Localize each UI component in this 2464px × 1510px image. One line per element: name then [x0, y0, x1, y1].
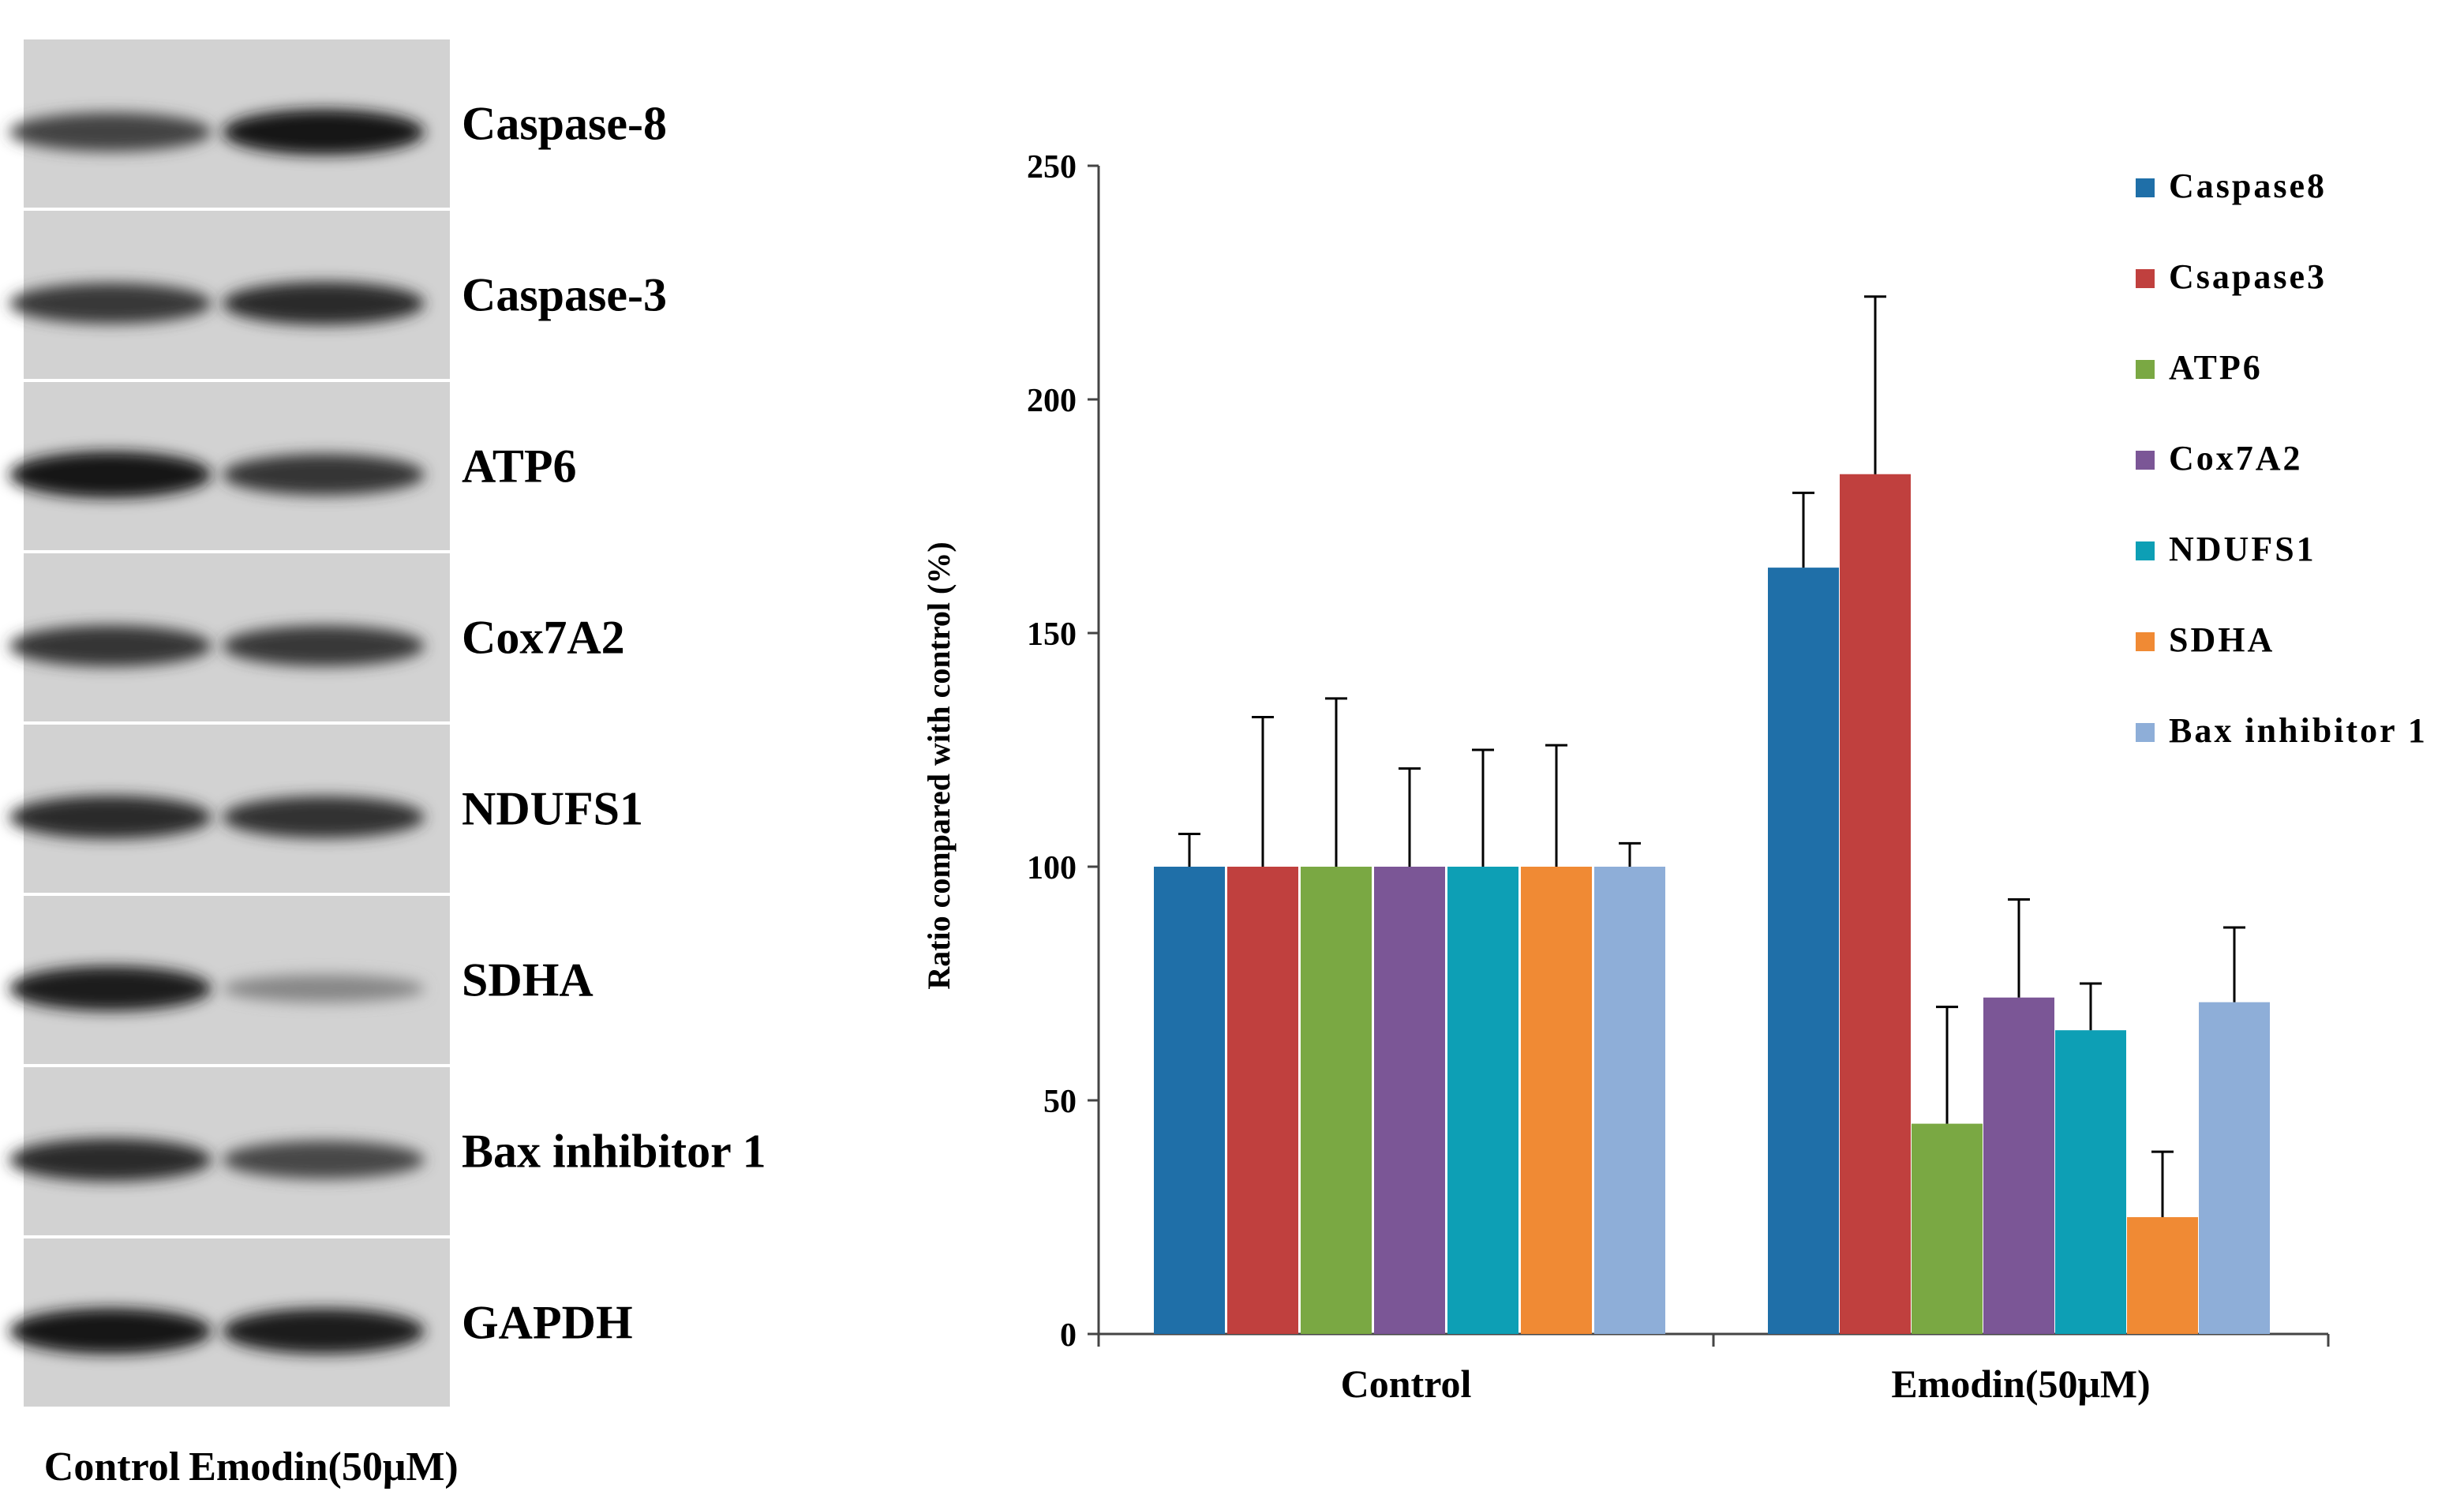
band-6-lane-1	[223, 1141, 425, 1179]
legend-label-2: ATP6	[2169, 348, 2263, 387]
band-7-lane-1	[223, 1308, 425, 1355]
bar-sdha-0	[1521, 867, 1592, 1334]
legend-label-6: Bax inhibitor 1	[2169, 711, 2428, 750]
protein-label-2: ATP6	[462, 440, 577, 493]
bar-csapase3-1	[1840, 474, 1911, 1334]
protein-label-4: NDUFS1	[462, 783, 643, 835]
band-4-lane-1	[223, 796, 425, 838]
bar-ndufs1-1	[2055, 1030, 2126, 1334]
legend-swatch-2	[2136, 360, 2155, 379]
protein-label-0: Caspase-8	[462, 98, 667, 150]
legend-label-4: NDUFS1	[2169, 530, 2316, 568]
legend-swatch-4	[2136, 541, 2155, 560]
bar-cox7a2-0	[1374, 867, 1445, 1334]
band-6-lane-0	[9, 1138, 212, 1182]
bar-bax-inhibitor-1-0	[1594, 867, 1665, 1334]
band-4-lane-0	[9, 796, 212, 839]
legend-label-3: Cox7A2	[2169, 439, 2303, 478]
y-tick-label-0: 0	[1060, 1317, 1077, 1354]
legend-swatch-0	[2136, 178, 2155, 197]
band-2-lane-0	[9, 451, 212, 498]
legend-swatch-5	[2136, 632, 2155, 651]
y-tick-label-1: 50	[1043, 1084, 1077, 1120]
band-3-lane-1	[223, 625, 425, 667]
band-0-lane-1	[223, 109, 425, 155]
band-1-lane-1	[223, 282, 425, 325]
protein-label-6: Bax inhibitor 1	[462, 1126, 766, 1178]
band-7-lane-0	[9, 1308, 212, 1355]
bar-caspase8-0	[1154, 867, 1225, 1334]
legend-label-5: SDHA	[2169, 620, 2275, 659]
lane-label-1: Emodin(50μM)	[189, 1444, 458, 1489]
bar-caspase8-1	[1768, 568, 1839, 1334]
band-2-lane-1	[223, 454, 425, 496]
legend-label-1: Csapase3	[2169, 257, 2327, 296]
y-tick-label-2: 100	[1027, 850, 1077, 886]
category-label-1: Emodin(50μM)	[1891, 1362, 2150, 1406]
lane-label-0: Control	[44, 1444, 180, 1489]
bar-atp6-0	[1301, 867, 1372, 1334]
band-1-lane-0	[9, 283, 212, 324]
y-axis-label: Ratio compared with control (%)	[921, 541, 957, 989]
protein-label-1: Caspase-3	[462, 269, 667, 321]
band-5-lane-0	[9, 965, 212, 1011]
band-5-lane-1	[223, 974, 425, 1002]
bar-cox7a2-1	[1983, 997, 2054, 1334]
band-0-lane-0	[9, 112, 212, 152]
bar-bax-inhibitor-1-1	[2199, 1002, 2270, 1334]
protein-label-5: SDHA	[462, 954, 594, 1006]
legend-swatch-6	[2136, 723, 2155, 742]
legend-label-0: Caspase8	[2169, 167, 2327, 205]
y-tick-label-3: 150	[1027, 616, 1077, 653]
y-tick-label-5: 250	[1027, 149, 1077, 185]
bar-atp6-1	[1912, 1123, 1983, 1334]
band-3-lane-0	[9, 625, 212, 667]
bar-csapase3-0	[1227, 867, 1298, 1334]
legend-swatch-1	[2136, 269, 2155, 288]
protein-label-3: Cox7A2	[462, 612, 625, 664]
bar-ndufs1-0	[1447, 867, 1518, 1334]
y-tick-label-4: 200	[1027, 383, 1077, 419]
category-label-0: Control	[1341, 1362, 1472, 1406]
protein-label-7: GAPDH	[462, 1297, 633, 1349]
bar-sdha-1	[2127, 1217, 2198, 1334]
legend-swatch-3	[2136, 451, 2155, 470]
